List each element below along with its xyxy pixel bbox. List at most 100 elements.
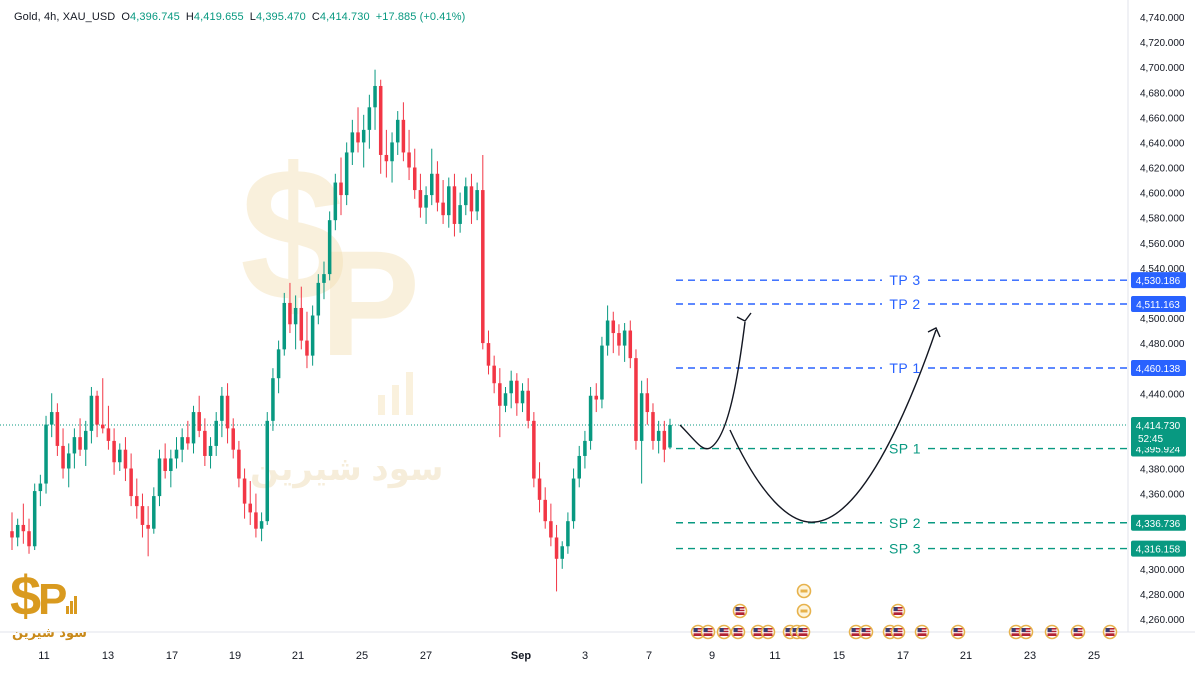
candle-body [186, 437, 190, 444]
flag-stripe [1105, 632, 1115, 634]
us-flag-icon [914, 624, 930, 640]
candle-body [101, 424, 105, 429]
candle-body [237, 449, 241, 479]
flag-stripe [693, 629, 703, 631]
candle-body [95, 395, 99, 425]
candle-body [520, 390, 525, 404]
logo-p: P [38, 575, 67, 624]
flag-canton [885, 628, 890, 632]
flag-stripes [953, 628, 963, 636]
candle-body [367, 107, 372, 130]
economic-events[interactable] [690, 583, 1118, 640]
us-flag-icon [690, 624, 706, 640]
us-flag-icon [1070, 624, 1086, 640]
flag-stripes [917, 628, 927, 636]
legend-open-label: O [121, 11, 131, 23]
flag-stripes [733, 628, 743, 636]
candle-body [503, 393, 508, 406]
candle-body [140, 506, 145, 525]
flag-canton [792, 628, 797, 632]
legend-close-value: 4,414.730 [319, 11, 370, 23]
candle-body [430, 173, 434, 196]
candle-body [118, 449, 122, 463]
candle-body [378, 85, 383, 155]
flag-stripe [719, 632, 729, 634]
all-events-icon [796, 583, 812, 599]
flag-canton [703, 628, 708, 632]
flag-stripes [719, 628, 729, 636]
us-flag-icon [1044, 624, 1060, 640]
watermark-p: P [320, 219, 420, 387]
all-events-icon [796, 603, 812, 619]
price-tick-label: 4,720.000 [1140, 38, 1185, 49]
candle-body [475, 190, 479, 212]
flag-stripe [917, 632, 927, 634]
us-flag-icon [732, 603, 748, 619]
candle-body [282, 302, 287, 350]
us-flag-icon [1018, 624, 1034, 640]
ohlc-legend: Gold, 4h, XAU_USD O4,396.745 H4,419.655 L4,… [14, 11, 465, 23]
flag-stripe [1073, 629, 1083, 631]
flag-stripe [693, 632, 703, 634]
price-axis[interactable]: 4,260.000 4,280.000 4,300.000 4,360.000 4,38… [1131, 13, 1186, 626]
candle-body [333, 182, 338, 221]
legend-low-value: 4,395.470 [255, 11, 306, 23]
flag-stripe [1011, 629, 1021, 631]
flag-stripes [693, 628, 703, 636]
candle-body [248, 503, 252, 513]
flag-stripe [851, 632, 861, 634]
candle-body [55, 412, 60, 446]
candle-body [458, 205, 462, 224]
level-label-bg [882, 439, 928, 458]
levels: TP 3 TP 2 TP 1 SP 1 SP 2 SP 3 [676, 271, 1128, 558]
current-price-tag [1131, 416, 1186, 447]
flag-stripes [1021, 628, 1031, 636]
flag-stripe [753, 629, 763, 631]
candle-body [634, 358, 638, 441]
flag-stripe [733, 632, 743, 634]
event-glyph [800, 589, 808, 593]
price-tick-label: 4,280.000 [1140, 590, 1185, 601]
price-tick-label: 4,500.000 [1140, 314, 1185, 325]
candle-body [537, 478, 542, 500]
candles [10, 69, 672, 592]
level-price-tag [1131, 514, 1186, 531]
flag-stripes [1073, 628, 1083, 636]
flag-canton [1105, 628, 1110, 632]
flag-stripe [798, 629, 808, 631]
level-price-label: 4,395.924 [1136, 445, 1181, 456]
watermark-bar [392, 385, 399, 415]
candle-body [78, 437, 82, 450]
candle-body [276, 349, 281, 379]
candle-body [651, 412, 655, 441]
time-tick-label: 9 [709, 650, 715, 662]
candle-body [310, 315, 315, 356]
flag-stripe [893, 629, 903, 631]
candle-body [571, 478, 576, 522]
watermark-bar [378, 395, 385, 415]
flag-canton [851, 628, 856, 632]
candle-body [146, 524, 150, 529]
price-tick-label: 4,660.000 [1140, 113, 1185, 124]
logo-bar [70, 601, 73, 614]
candle-body [622, 330, 627, 346]
candle-body [390, 142, 394, 162]
level-price-label: 4,316.158 [1136, 545, 1181, 556]
time-axis[interactable]: 11 13 17 19 21 25 27 Sep 3 7 9 11 15 17 21 23 25 [38, 650, 1100, 662]
price-tick-label: 4,620.000 [1140, 164, 1185, 175]
flag-canton [719, 628, 724, 632]
candle-body [163, 458, 167, 472]
flag-stripe [735, 608, 745, 610]
flag-canton [785, 628, 790, 632]
time-tick-label: 11 [38, 650, 49, 662]
us-flag-icon [890, 603, 906, 619]
flag-stripes [1047, 628, 1057, 636]
candle-body [66, 453, 71, 469]
candle-body [361, 129, 366, 143]
level-name-tp1: TP 1 [889, 360, 920, 376]
legend-symbol: Gold, 4h, XAU_USD [14, 11, 116, 23]
flag-canton [917, 628, 922, 632]
candle-body [418, 190, 423, 208]
